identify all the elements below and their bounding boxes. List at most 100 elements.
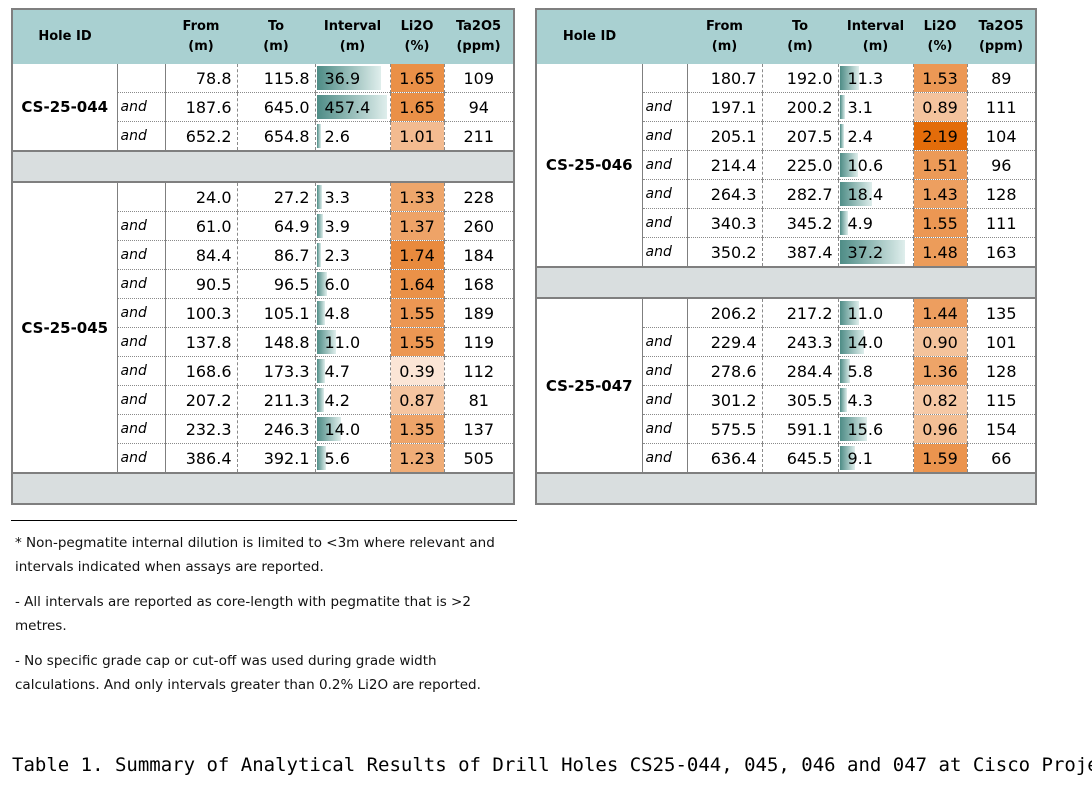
to-cell: 282.7 (762, 179, 839, 209)
from-cell: 264.3 (687, 179, 763, 209)
ta2o5-cell: 96 (967, 150, 1037, 180)
separator-cell (536, 473, 1036, 505)
li2o-cell: 1.23 (390, 443, 445, 474)
to-cell: 148.8 (237, 327, 316, 357)
ta2o5-cell: 94 (444, 92, 515, 122)
hole-separator-row (12, 473, 514, 505)
from-cell: 24.0 (165, 182, 238, 212)
li2o-cell: 0.96 (913, 414, 968, 444)
interval-databar (839, 359, 850, 383)
li2o-cell: 1.43 (913, 179, 968, 209)
to-cell: 591.1 (762, 414, 839, 444)
table-row: and 636.4 645.5 9.1 1.59 66 (536, 443, 1037, 474)
interval-cell: 2.4 (838, 121, 914, 151)
interval-databar (839, 446, 856, 470)
row-prefix: and (642, 179, 688, 209)
li2o-cell: 0.90 (913, 327, 968, 357)
interval-cell: 11.0 (315, 327, 391, 357)
interval-databar (316, 301, 325, 325)
interval-cell: 5.6 (315, 443, 391, 474)
ta2o5-cell: 81 (444, 385, 515, 415)
li2o-cell: 1.33 (390, 182, 445, 212)
li2o-cell: 1.36 (913, 356, 968, 386)
to-cell: 246.3 (237, 414, 316, 444)
header-hole-id: Hole ID (12, 9, 117, 64)
ta2o5-cell: 154 (967, 414, 1037, 444)
row-prefix: and (117, 92, 166, 122)
interval-value: 2.6 (324, 126, 350, 146)
header-li2o: Li2O (390, 9, 444, 37)
assay-table-left: Hole ID From To Interval Li2O Ta2O5 (m) … (11, 8, 515, 505)
interval-value: 5.6 (324, 448, 350, 468)
ta2o5-cell: 115 (967, 385, 1037, 415)
to-cell: 387.4 (762, 237, 839, 268)
to-cell: 284.4 (762, 356, 839, 386)
interval-cell: 4.7 (315, 356, 391, 386)
hole-id-cell: CS-25-045 (12, 182, 118, 474)
table-row: and 214.4 225.0 10.6 1.51 96 (536, 150, 1037, 180)
li2o-cell: 2.19 (913, 121, 968, 151)
interval-value: 37.2 (847, 242, 884, 262)
from-cell: 636.4 (687, 443, 763, 474)
separator-cell (12, 151, 514, 183)
to-cell: 115.8 (237, 64, 316, 93)
row-prefix: and (117, 414, 166, 444)
assay-table-right: Hole ID From To Interval Li2O Ta2O5 (m) … (535, 8, 1037, 505)
li2o-cell: 1.55 (913, 208, 968, 238)
li2o-cell: 1.65 (390, 64, 445, 93)
interval-cell: 4.8 (315, 298, 391, 328)
row-prefix: and (642, 327, 688, 357)
interval-cell: 15.6 (838, 414, 914, 444)
to-cell: 211.3 (237, 385, 316, 415)
li2o-cell: 1.48 (913, 237, 968, 268)
interval-databar (316, 359, 325, 383)
interval-cell: 6.0 (315, 269, 391, 299)
interval-databar (316, 214, 324, 238)
interval-cell: 3.3 (315, 182, 391, 212)
li2o-cell: 1.74 (390, 240, 445, 270)
interval-databar (839, 66, 860, 90)
ta2o5-cell: 260 (444, 211, 515, 241)
hole-separator-row (536, 267, 1036, 299)
row-prefix: and (642, 208, 688, 238)
from-cell: 205.1 (687, 121, 763, 151)
li2o-cell: 1.59 (913, 443, 968, 474)
from-cell: 207.2 (165, 385, 238, 415)
interval-value: 2.4 (847, 126, 873, 146)
to-cell: 96.5 (237, 269, 316, 299)
header-from-unit: (m) (165, 37, 237, 64)
header-to: To (762, 9, 838, 37)
from-cell: 229.4 (687, 327, 763, 357)
ta2o5-cell: 128 (967, 356, 1037, 386)
ta2o5-cell: 163 (967, 237, 1037, 268)
footnote-dilution: * Non-pegmatite internal dilution is lim… (15, 535, 495, 575)
row-prefix (117, 64, 166, 93)
li2o-cell: 1.53 (913, 64, 968, 93)
from-cell: 278.6 (687, 356, 763, 386)
li2o-cell: 1.35 (390, 414, 445, 444)
from-cell: 232.3 (165, 414, 238, 444)
table-row: and 340.3 345.2 4.9 1.55 111 (536, 208, 1037, 238)
interval-cell: 10.6 (838, 150, 914, 180)
interval-cell: 14.0 (838, 327, 914, 357)
interval-value: 6.0 (324, 274, 350, 294)
li2o-cell: 1.44 (913, 298, 968, 328)
interval-databar (316, 95, 387, 119)
table-row: CS-25-045 24.0 27.2 3.3 1.33 228 (12, 182, 515, 474)
from-cell: 78.8 (165, 64, 238, 93)
interval-value: 3.3 (324, 187, 350, 207)
from-cell: 206.2 (687, 298, 763, 328)
interval-value: 14.0 (324, 419, 361, 439)
header-interval: Interval (838, 9, 913, 37)
hole-id-cell: CS-25-046 (536, 64, 643, 268)
table-row: and 652.2 654.8 2.6 1.01 211 (12, 121, 515, 152)
ta2o5-cell: 211 (444, 121, 515, 152)
from-cell: 137.8 (165, 327, 238, 357)
interval-databar (316, 185, 323, 209)
to-cell: 645.0 (237, 92, 316, 122)
interval-databar (316, 330, 336, 354)
to-cell: 243.3 (762, 327, 839, 357)
li2o-cell: 1.01 (390, 121, 445, 152)
interval-value: 4.9 (847, 213, 873, 233)
interval-value: 11.0 (847, 303, 884, 323)
